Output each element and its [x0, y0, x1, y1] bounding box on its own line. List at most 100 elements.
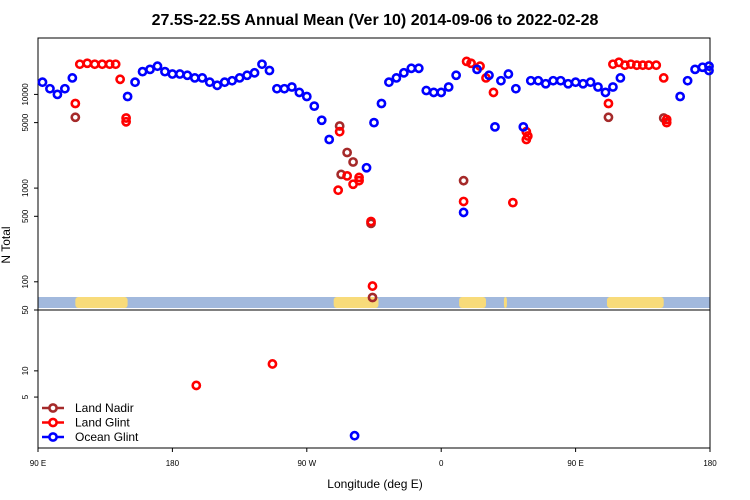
ocean-glint-point — [137, 66, 148, 77]
land-glint-point — [121, 116, 132, 127]
land-glint-point — [522, 131, 533, 141]
ocean-glint-point — [458, 207, 469, 218]
ocean-glint-point — [37, 77, 48, 88]
land-surface-segment — [503, 297, 507, 308]
land-glint-point — [74, 59, 85, 70]
ocean-glint-point — [548, 75, 559, 86]
ocean-glint-point — [286, 82, 297, 92]
ocean-glint-point — [257, 59, 267, 70]
land-glint-point — [658, 73, 669, 83]
ocean-glint-point — [52, 89, 63, 100]
ocean-glint-point — [301, 91, 312, 102]
ocean-glint-point — [242, 70, 252, 81]
ocean-glint-point — [130, 77, 140, 88]
ocean-glint-point — [376, 98, 387, 109]
ocean-glint-point — [503, 69, 514, 79]
land-glint-point — [110, 59, 121, 70]
x-ticks: 90 E 180 90 W 0 90 E 180 — [30, 448, 717, 468]
legend-label: Ocean Glint — [75, 430, 139, 444]
ocean-glint-point — [600, 87, 611, 98]
land-glint-point — [367, 281, 378, 291]
land-nadir-point — [348, 157, 358, 167]
ocean-glint-point — [406, 63, 417, 74]
ocean-glint-point — [279, 83, 290, 94]
ocean-glint-point — [563, 78, 574, 89]
upper-panel: 100 500 1000 5000 10000 — [21, 37, 714, 311]
legend-item-land-nadir: Land Nadir — [42, 401, 134, 415]
land-glint-point — [70, 98, 81, 109]
ocean-glint-point — [496, 75, 506, 86]
ocean-glint-point — [234, 73, 245, 83]
upper-y-tick-label: 10000 — [21, 83, 30, 106]
land-nadir-point — [603, 112, 614, 123]
land-nadir-point — [334, 121, 345, 131]
ocean-glint-point — [45, 83, 55, 94]
x-tick-label: 0 — [439, 459, 444, 468]
land-glint-point — [651, 60, 662, 71]
land-surface-segment — [333, 297, 379, 308]
chart-title: 27.5S-22.5S Annual Mean (Ver 10) 2014-09… — [152, 12, 599, 29]
x-tick-label: 180 — [703, 459, 717, 468]
land-nadir-point — [458, 175, 469, 186]
land-glint-point — [643, 60, 654, 71]
ocean-glint-point — [525, 75, 536, 86]
ocean-glint-point — [349, 430, 360, 441]
legend-label: Land Glint — [75, 416, 130, 430]
ocean-glint-point — [675, 91, 686, 102]
ocean-glint-point — [608, 82, 618, 92]
upper-y-ticks: 100 500 1000 5000 10000 — [21, 83, 38, 289]
legend-item-land-glint: Land Glint — [42, 416, 130, 430]
ocean-glint-point — [518, 122, 529, 132]
land-surface-segment — [459, 297, 486, 308]
land-glint-point — [121, 113, 132, 123]
ocean-glint-point — [145, 64, 155, 75]
x-tick-label: 180 — [166, 459, 180, 468]
ocean-glint-point — [690, 64, 700, 75]
ocean-glint-point — [160, 66, 170, 77]
ocean-glint-point — [540, 78, 551, 89]
lower-y-tick-label: 5 — [21, 394, 30, 399]
ocean-glint-point — [167, 69, 178, 79]
land-glint-point — [115, 74, 126, 85]
ocean-glint-point — [413, 63, 424, 74]
upper-y-tick-label: 100 — [21, 275, 30, 289]
ocean-glint-point — [369, 117, 379, 128]
lower-y-tick-label: 10 — [21, 366, 30, 375]
ocean-glint-point — [212, 80, 223, 91]
ocean-glint-point — [391, 73, 402, 83]
ocean-glint-point — [570, 77, 581, 88]
legend-marker — [48, 432, 58, 442]
ocean-glint-point — [384, 77, 394, 88]
ocean-glint-point — [472, 64, 482, 75]
land-glint-point — [354, 172, 364, 183]
ocean-glint-point — [294, 87, 305, 98]
land-nadir-point — [70, 112, 81, 123]
ocean-glint-point — [704, 61, 714, 72]
ocean-glint-point — [59, 83, 70, 94]
land-nadir-point — [367, 292, 378, 303]
land-glint-point — [661, 117, 672, 128]
ocean-glint-point — [615, 73, 626, 83]
ocean-glint-point — [451, 70, 462, 81]
legend-label: Land Nadir — [75, 401, 134, 415]
land-glint-point — [89, 59, 100, 70]
lower-data-points — [191, 359, 360, 441]
ocean-glint-point — [324, 134, 335, 145]
ocean-glint-point — [67, 73, 78, 83]
ocean-glint-point — [272, 83, 282, 94]
ocean-glint-point — [555, 75, 566, 86]
surface-type-bar — [38, 297, 710, 308]
upper-y-tick-label: 500 — [21, 209, 30, 223]
upper-y-tick-label: 1000 — [21, 179, 30, 197]
ocean-glint-point — [316, 115, 327, 126]
land-glint-point — [603, 98, 614, 109]
legend-marker — [48, 417, 58, 428]
land-glint-point — [97, 59, 108, 70]
land-glint-point — [366, 216, 376, 227]
land-glint-point — [458, 196, 469, 207]
ocean-glint-point — [197, 73, 208, 83]
upper-data-points — [37, 56, 714, 303]
land-glint-point — [507, 197, 518, 208]
ocean-glint-point — [421, 85, 432, 96]
land-glint-point — [334, 126, 345, 137]
